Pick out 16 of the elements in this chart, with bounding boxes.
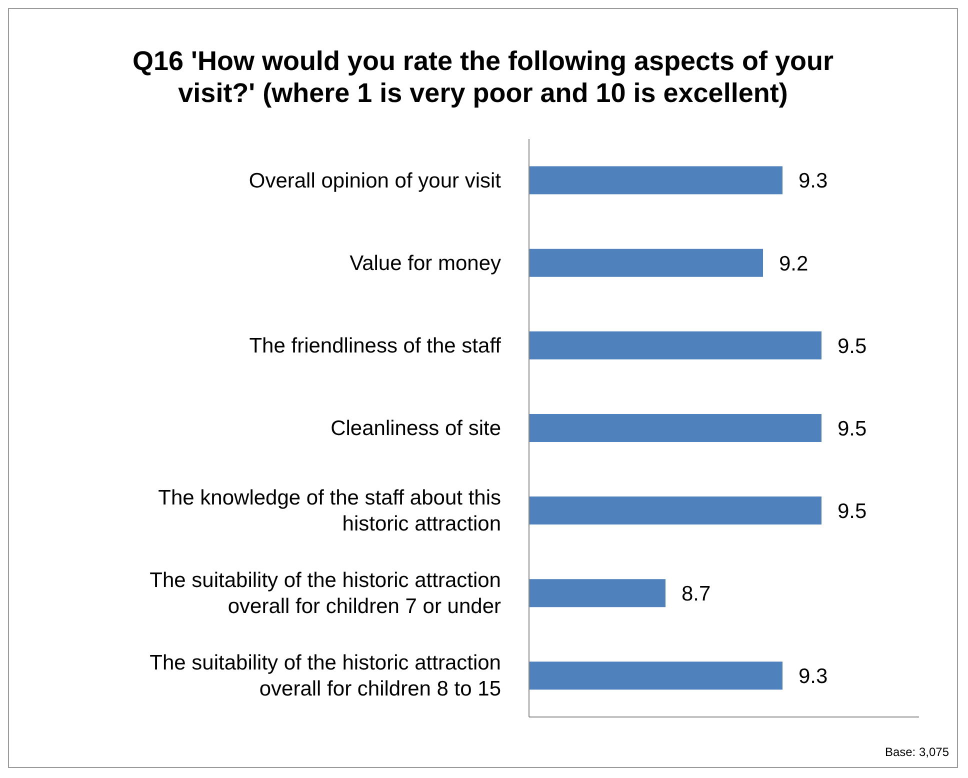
y-tick-label: The suitability of the historic attraction overall for children 8 to 15 — [150, 651, 501, 700]
text: Base: 3,075 — [884, 745, 949, 759]
data-label: 9.5 — [838, 500, 867, 523]
y-tick-label: The suitability of the historic attraction overall for children 7 or under — [150, 568, 501, 618]
data-label: 9.5 — [838, 334, 867, 358]
data-label: 9.5 — [838, 417, 867, 440]
y-tick-label: Value for money — [350, 251, 502, 274]
y-tick-label: Cleanliness of site — [330, 416, 501, 440]
data-label: 8.7 — [682, 582, 711, 606]
data-label: 9.3 — [798, 170, 828, 193]
data-label: 9.2 — [779, 252, 808, 276]
chart-title: Q16 'How would you rate the following aspects of your visit?' (where 1 is very poor and 10 is excellent) — [132, 45, 834, 110]
y-tick-label: The knowledge of the staff about this historic attraction — [158, 486, 501, 536]
y-tick-label: The friendliness of the staff — [249, 334, 502, 357]
data-label: 9.3 — [798, 665, 828, 688]
y-tick-label: Overall opinion of your visit — [248, 168, 502, 192]
